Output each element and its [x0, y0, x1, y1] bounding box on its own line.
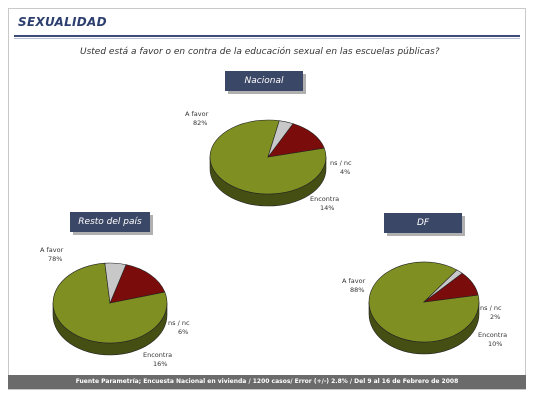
- slice-category-label: Encontra: [143, 351, 172, 359]
- chart-title-resto: Resto del país: [70, 212, 150, 232]
- slice-category-label: Encontra: [478, 331, 507, 339]
- slice-value-label: 6%: [178, 328, 188, 336]
- slice-value-label: 16%: [153, 360, 167, 368]
- slice-category-label: A favor: [40, 246, 64, 254]
- slice-value-label: 88%: [350, 286, 364, 294]
- slice-value-label: 4%: [340, 168, 350, 176]
- section-title: SEXUALIDAD: [18, 15, 107, 29]
- slice-value-label: 78%: [48, 255, 62, 263]
- pie-slice-encontra: [267, 123, 325, 158]
- title-rule: [14, 35, 520, 37]
- slice-category-label: ns / nc: [480, 304, 502, 312]
- slice-value-label: 2%: [490, 313, 500, 321]
- slice-value-label: 14%: [320, 204, 334, 212]
- slice-category-label: A favor: [342, 277, 366, 285]
- pie-slice-ns-nc: [104, 262, 127, 305]
- source-footer: Fuente Parametría; Encuesta Nacional en …: [8, 375, 526, 389]
- slice-value-label: 82%: [193, 119, 207, 127]
- slice-value-label: 10%: [488, 340, 502, 348]
- slice-category-label: ns / nc: [330, 159, 352, 167]
- slice-category-label: A favor: [185, 110, 209, 118]
- pie-slice-encontra: [109, 264, 166, 304]
- title-rule-light: [14, 38, 520, 39]
- slice-category-label: ns / nc: [168, 319, 190, 327]
- pie-slice-ns-nc: [423, 269, 463, 303]
- pie-slice-ns-nc: [267, 120, 294, 158]
- survey-question: Usted está a favor o en contra de la edu…: [80, 47, 440, 57]
- slice-category-label: Encontra: [310, 195, 339, 203]
- chart-title-df: DF: [384, 213, 462, 233]
- chart-title-nacional: Nacional: [225, 71, 303, 91]
